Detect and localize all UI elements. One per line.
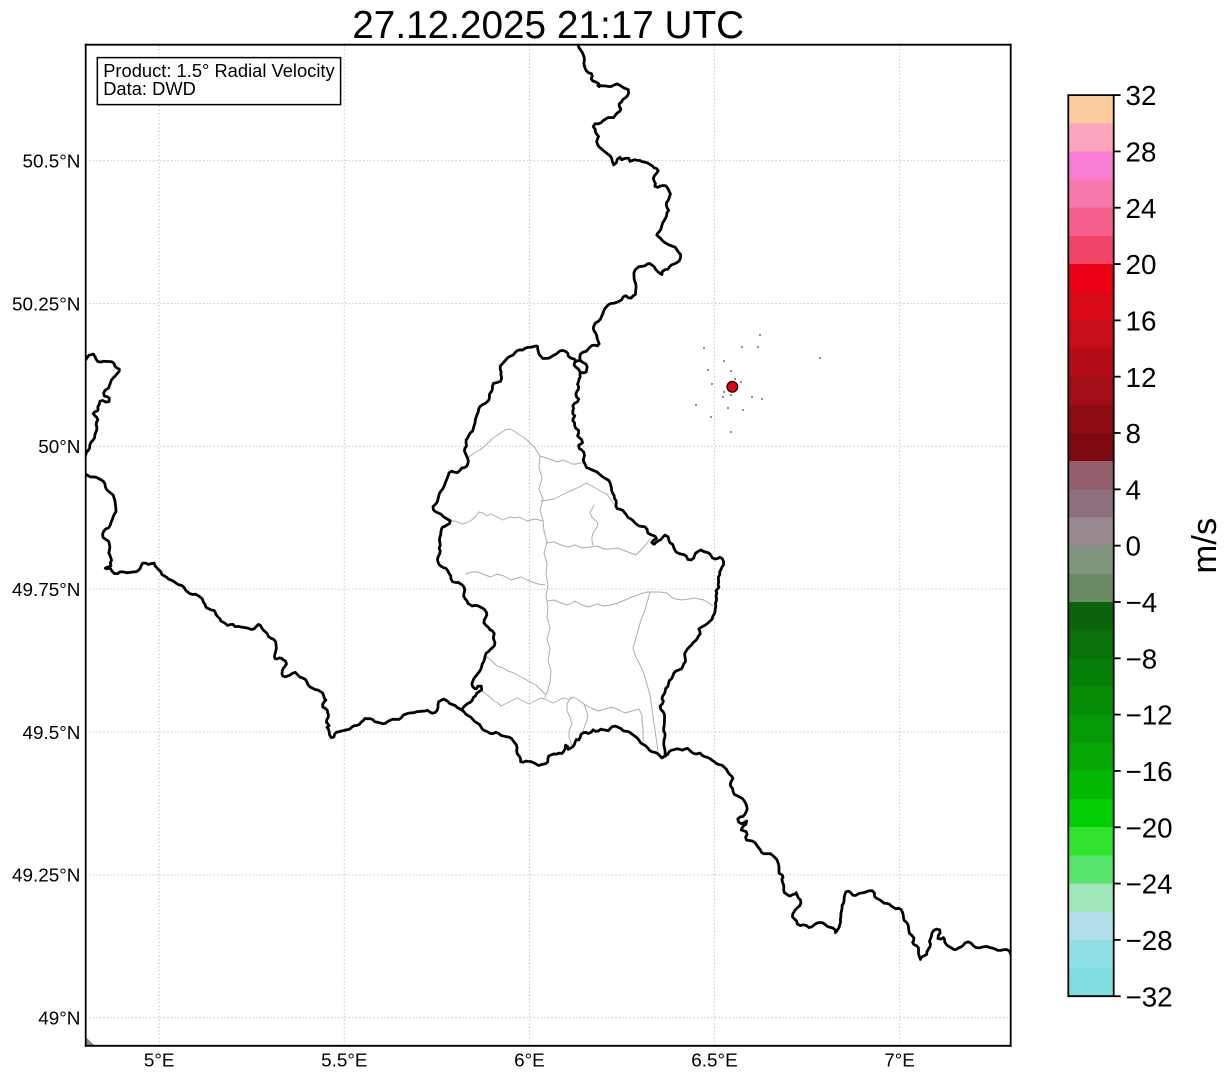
svg-text:49.75°N: 49.75°N [12, 580, 80, 601]
svg-text:6.5°E: 6.5°E [691, 1050, 737, 1071]
svg-text:−28: −28 [1126, 925, 1173, 956]
svg-text:−32: −32 [1126, 981, 1173, 1012]
svg-text:16: 16 [1126, 305, 1157, 336]
svg-text:27.12.2025 21:17 UTC: 27.12.2025 21:17 UTC [352, 4, 744, 47]
svg-text:49.5°N: 49.5°N [23, 723, 81, 744]
svg-text:m/s: m/s [1186, 518, 1224, 574]
svg-text:28: 28 [1126, 136, 1157, 167]
svg-text:32: 32 [1126, 80, 1157, 111]
svg-text:−24: −24 [1126, 869, 1173, 900]
svg-text:50.5°N: 50.5°N [23, 152, 81, 173]
svg-text:4: 4 [1126, 474, 1141, 505]
svg-text:−16: −16 [1126, 756, 1173, 787]
svg-text:−20: −20 [1126, 812, 1173, 843]
svg-text:Product: 1.5° Radial Velocity: Product: 1.5° Radial Velocity [103, 60, 335, 81]
svg-text:50.25°N: 50.25°N [12, 294, 80, 315]
svg-text:5.5°E: 5.5°E [321, 1050, 367, 1071]
svg-text:6°E: 6°E [514, 1050, 545, 1071]
svg-text:−4: −4 [1126, 587, 1158, 618]
svg-text:50°N: 50°N [38, 437, 80, 458]
svg-text:12: 12 [1126, 362, 1157, 393]
svg-text:24: 24 [1126, 193, 1157, 224]
svg-text:49.25°N: 49.25°N [12, 866, 80, 887]
svg-text:0: 0 [1126, 531, 1141, 562]
svg-text:20: 20 [1126, 249, 1157, 280]
svg-text:Data: DWD: Data: DWD [103, 78, 196, 99]
svg-text:−8: −8 [1126, 643, 1158, 674]
svg-text:−12: −12 [1126, 700, 1173, 731]
svg-text:5°E: 5°E [144, 1050, 175, 1071]
svg-text:8: 8 [1126, 418, 1141, 449]
svg-text:7°E: 7°E [884, 1050, 915, 1071]
svg-text:49°N: 49°N [38, 1008, 80, 1029]
